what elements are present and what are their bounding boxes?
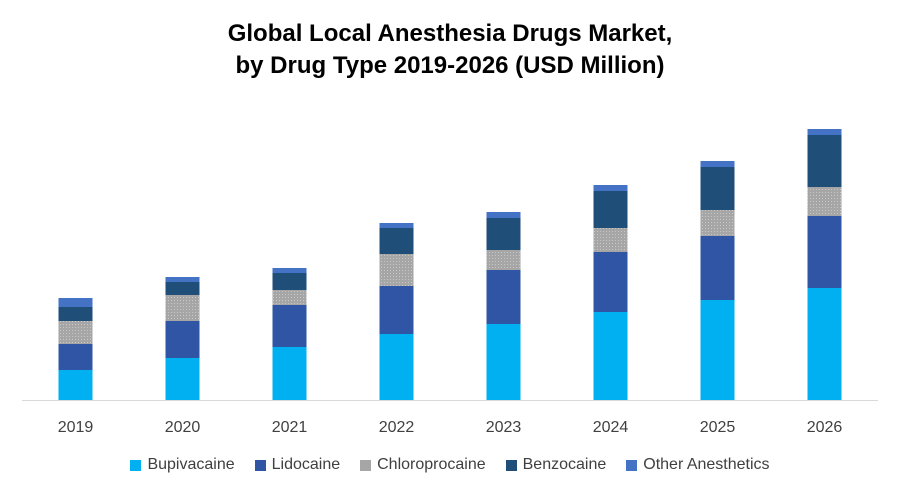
bar-2021-bupivacaine [272, 347, 307, 400]
chart-title-line-2: by Drug Type 2019-2026 (USD Million) [235, 52, 665, 79]
x-tick-label: 2022 [379, 419, 415, 436]
bar-2023-lidocaine [486, 270, 521, 324]
chart-title: Global Local Anesthesia Drugs Market, by… [0, 18, 900, 82]
bar-2025-chloroprocaine [700, 210, 735, 236]
bar-2020-chloroprocaine [165, 295, 200, 321]
bar-2021-chloroprocaine [272, 290, 307, 305]
bar-2019-chloroprocaine [58, 321, 93, 344]
legend-item-chloroprocaine: Chloroprocaine [360, 456, 486, 474]
bar-2024-other-anesthetics [593, 185, 628, 191]
bar-2019-bupivacaine [58, 370, 93, 400]
legend-swatch [626, 459, 638, 471]
x-tick-label: 2024 [593, 419, 629, 436]
bar-2020-benzocaine [165, 282, 200, 295]
legend-item-lidocaine: Lidocaine [254, 456, 341, 474]
bar-2022-lidocaine [379, 286, 414, 334]
bar-2021-other-anesthetics [272, 268, 307, 273]
bar-2026-lidocaine [807, 216, 842, 288]
bar-2022-other-anesthetics [379, 223, 414, 228]
legend-label: Chloroprocaine [377, 456, 486, 473]
legend-swatch [130, 459, 142, 471]
bar-2024-bupivacaine [593, 312, 628, 400]
bar-2025-lidocaine [700, 236, 735, 300]
legend-item-other-anesthetics: Other Anesthetics [626, 456, 770, 474]
bar-2021-lidocaine [272, 305, 307, 347]
legend-item-bupivacaine: Bupivacaine [130, 456, 235, 474]
x-tick-label: 2023 [486, 419, 522, 436]
bar-2023-chloroprocaine [486, 250, 521, 270]
x-tick-label: 2026 [807, 419, 843, 436]
bar-2019-benzocaine [58, 307, 93, 321]
bar-2026-bupivacaine [807, 288, 842, 400]
x-tick-label: 2025 [700, 419, 736, 436]
legend-label: Other Anesthetics [643, 456, 770, 473]
bar-2026-benzocaine [807, 135, 842, 187]
bar-2025-benzocaine [700, 167, 735, 210]
bar-2026-other-anesthetics [807, 129, 842, 135]
bar-2019-other-anesthetics [58, 298, 93, 307]
bar-2023-benzocaine [486, 218, 521, 250]
legend-label: Lidocaine [271, 456, 341, 473]
legend-swatch [254, 459, 266, 471]
legend-swatch [505, 459, 517, 471]
bar-2023-other-anesthetics [486, 212, 521, 218]
bar-2020-bupivacaine [165, 358, 200, 400]
bar-2022-bupivacaine [379, 334, 414, 400]
chart-title-line-1: Global Local Anesthesia Drugs Market, [227, 20, 673, 47]
x-tick-label: 2020 [165, 419, 201, 436]
legend-label: Benzocaine [522, 456, 607, 473]
bar-2020-other-anesthetics [165, 277, 200, 282]
legend-item-benzocaine: Benzocaine [505, 456, 607, 474]
bar-2022-benzocaine [379, 228, 414, 254]
legend-label: Bupivacaine [147, 456, 235, 473]
bar-2026-chloroprocaine [807, 187, 842, 216]
bar-2025-bupivacaine [700, 300, 735, 400]
bar-2024-lidocaine [593, 252, 628, 312]
bar-2025-other-anesthetics [700, 161, 735, 167]
bar-2024-benzocaine [593, 191, 628, 228]
bar-2022-chloroprocaine [379, 254, 414, 286]
legend-swatch [360, 459, 372, 471]
bar-2021-benzocaine [272, 273, 307, 290]
bar-2020-lidocaine [165, 321, 200, 358]
bar-2024-chloroprocaine [593, 228, 628, 252]
bar-2023-bupivacaine [486, 324, 521, 400]
chart-legend: Bupivacaine Lidocaine Chloroprocaine Benzoc… [0, 456, 900, 474]
bar-2019-lidocaine [58, 344, 93, 370]
x-tick-label: 2019 [58, 419, 94, 436]
x-tick-label: 2021 [272, 419, 308, 436]
